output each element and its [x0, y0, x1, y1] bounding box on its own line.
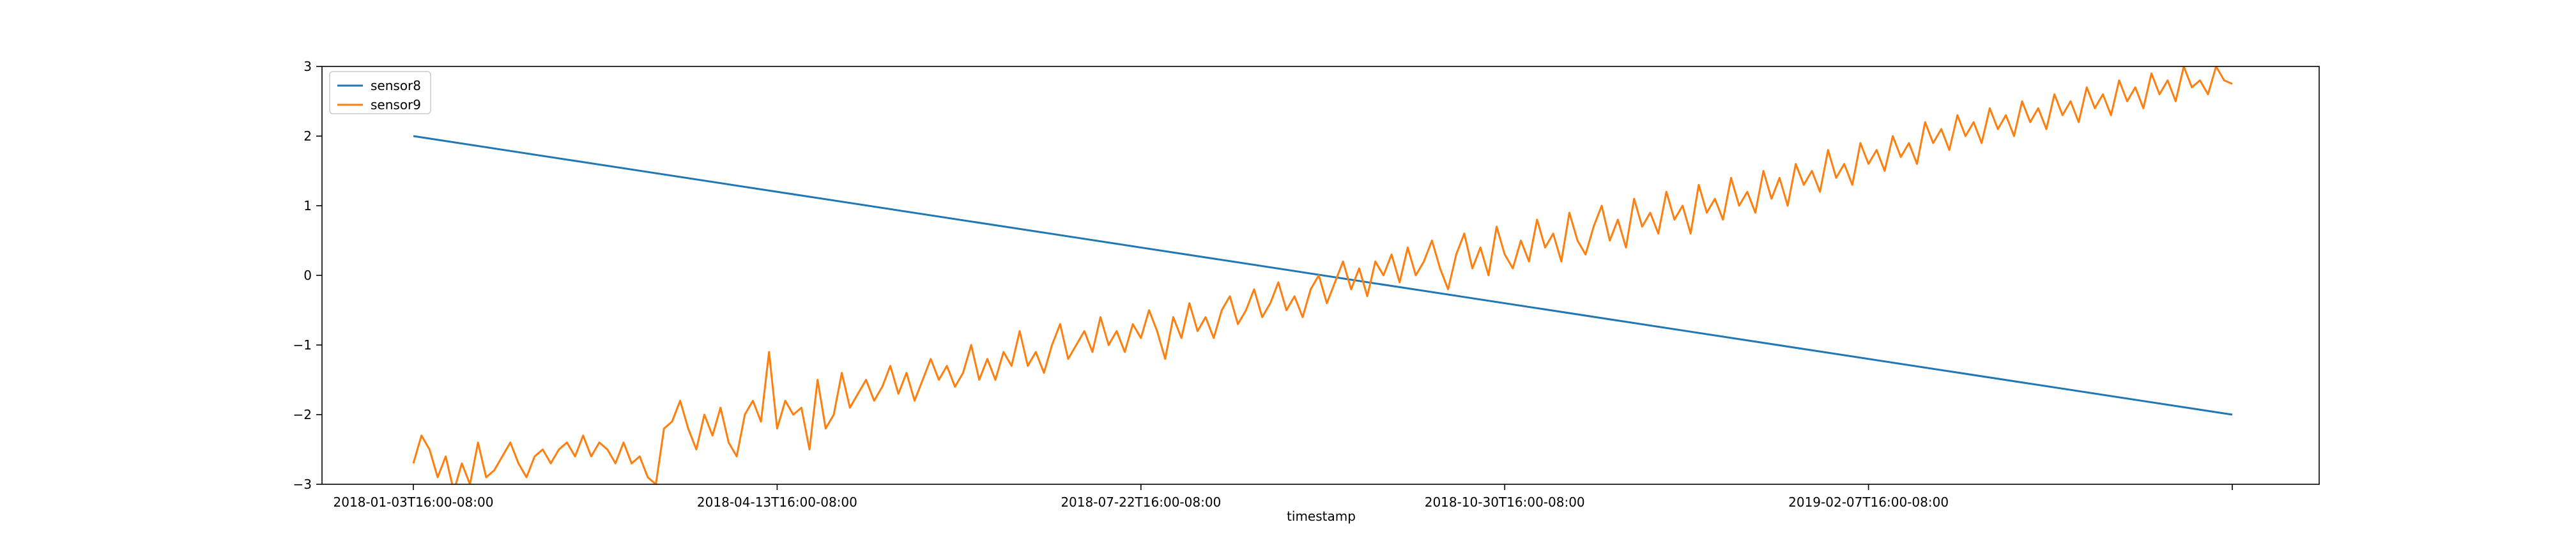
x-tick-label: 2018-01-03T16:00-08:00: [334, 494, 494, 510]
y-tick-label: 1: [303, 198, 312, 213]
y-tick-label: 3: [303, 59, 312, 74]
y-tick-label: −1: [293, 337, 312, 353]
legend-label-sensor8: sensor8: [371, 78, 421, 93]
x-axis-label: timestamp: [1287, 509, 1356, 524]
y-tick-label: 2: [303, 128, 312, 144]
series-line-sensor8: [413, 135, 2233, 416]
legend-box: [329, 71, 431, 114]
y-axis: −3 −2 −1 0 1 2 3: [293, 59, 322, 492]
y-tick-label: 0: [303, 268, 312, 283]
x-tick-label: 2018-10-30T16:00-08:00: [1425, 494, 1585, 510]
x-tick-label: 2018-04-13T16:00-08:00: [697, 494, 857, 510]
x-axis: 2018-01-03T16:00-08:00 2018-04-13T16:00-0…: [334, 484, 2233, 510]
legend: sensor8 sensor9: [329, 71, 431, 114]
y-tick-label: −2: [293, 407, 312, 422]
series-layer: [412, 66, 2233, 484]
legend-label-sensor9: sensor9: [371, 97, 421, 112]
series-line-sensor9: [412, 66, 2233, 484]
y-tick-label: −3: [293, 477, 312, 492]
x-tick-label: 2019-02-07T16:00-08:00: [1788, 494, 1949, 510]
x-tick-label: 2018-07-22T16:00-08:00: [1061, 494, 1221, 510]
